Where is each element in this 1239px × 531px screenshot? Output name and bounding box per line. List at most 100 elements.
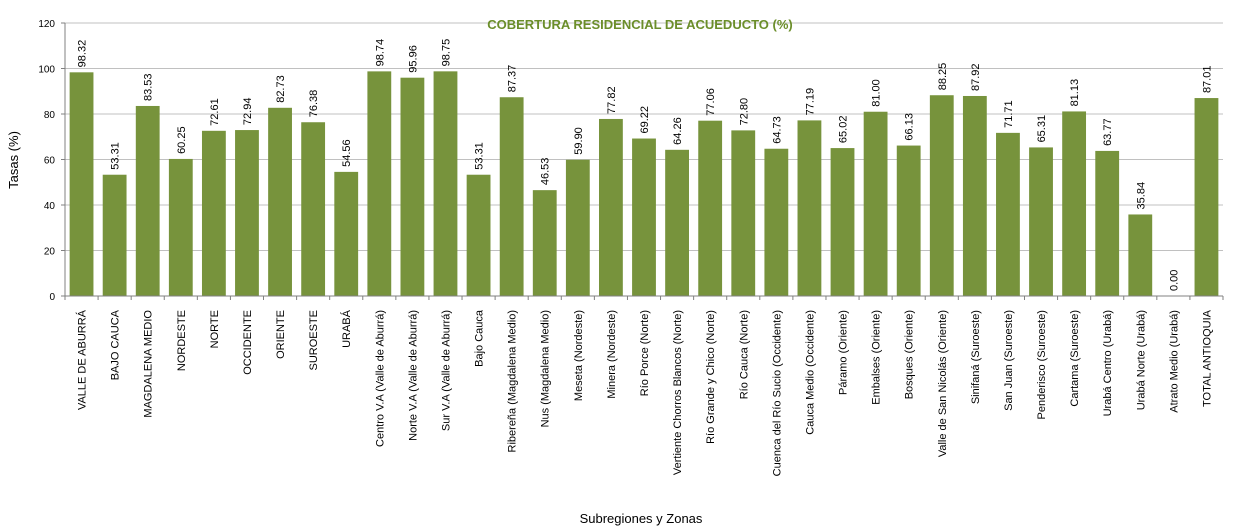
category-label: Nus (Magdalena Medio): [540, 310, 552, 427]
value-label: 82.73: [275, 75, 287, 103]
y-tick-label: 120: [38, 19, 55, 30]
category-label: Cartama (Suroeste): [1069, 310, 1081, 407]
bar: [996, 132, 1020, 296]
value-label: 65.02: [838, 116, 850, 144]
category-label: BAJO CAUCA: [110, 309, 122, 380]
value-label: 72.94: [242, 98, 254, 126]
category-label: Minera (Nordeste): [606, 310, 618, 399]
category-label: OCCIDENTE: [242, 310, 254, 375]
bar: [863, 111, 888, 296]
bar: [797, 120, 822, 296]
category-label: Centro V.A (Valle de Aburrá): [374, 310, 386, 447]
category-label: Río Grande y Chico (Norte): [705, 310, 717, 444]
category-label: Sur V.A (Valle de Aburrá): [440, 310, 452, 431]
value-label: 87.01: [1201, 66, 1213, 94]
category-label: Ribereña (Magdalena Medio): [507, 310, 519, 452]
value-label: 95.96: [407, 45, 419, 73]
bar: [168, 158, 193, 296]
category-label: Urabá Centro (Urabá): [1102, 310, 1114, 416]
bar: [896, 145, 921, 296]
category-label: Sinifaná (Suroeste): [970, 310, 982, 404]
bar: [1029, 147, 1053, 296]
bar: [599, 118, 623, 296]
value-label: 72.61: [209, 98, 221, 126]
value-label: 76.38: [308, 90, 320, 118]
bar: [1062, 111, 1087, 296]
value-label: 54.56: [341, 139, 353, 167]
y-tick-label: 100: [38, 65, 55, 76]
y-tick-label: 60: [44, 156, 56, 167]
value-label: 72.80: [738, 98, 750, 126]
bar: [532, 190, 557, 296]
bars: [69, 71, 1219, 297]
value-label: 98.32: [77, 40, 89, 68]
axes: [61, 22, 1224, 300]
bar: [499, 97, 524, 297]
category-label: VALLE DE ABURRÁ: [76, 309, 89, 410]
value-label: 0.00: [1168, 270, 1180, 291]
bar: [235, 130, 259, 296]
category-label: MAGDALENA MEDIO: [143, 310, 155, 418]
value-label: 65.31: [1036, 115, 1048, 143]
category-label: Valle de San Nicolás (Oriente): [937, 310, 949, 457]
bar: [135, 105, 160, 296]
category-label: Bajo Cauca: [474, 309, 486, 367]
value-label: 98.74: [374, 39, 386, 67]
y-tick-labels: 0 20 40 60 80 100 120: [38, 19, 55, 303]
bar: [367, 71, 392, 296]
value-labels: 98.32 53.31 83.53 60.25 72.61 72.94 82.73 76.38…: [77, 39, 1214, 291]
x-axis-title: Subregiones y Zonas: [580, 511, 703, 526]
y-tick-label: 80: [44, 110, 56, 121]
category-label: ORIENTE: [275, 310, 287, 359]
y-tick-label: 40: [44, 201, 56, 212]
bar: [929, 95, 954, 296]
bar: [466, 174, 491, 296]
value-label: 77.82: [606, 86, 618, 114]
value-label: 66.13: [904, 113, 916, 141]
value-label: 60.25: [176, 126, 188, 154]
category-label: Urabá Norte (Urabá): [1135, 310, 1147, 410]
category-label: TOTAL ANTIOQUIA: [1201, 309, 1213, 407]
value-label: 87.92: [970, 63, 982, 91]
value-label: 83.53: [143, 73, 155, 101]
category-label: Norte V.A (Valle de Aburrá): [407, 310, 419, 441]
value-label: 77.19: [804, 88, 816, 116]
value-label: 88.25: [937, 63, 949, 91]
bar: [400, 77, 425, 296]
category-label: Cuenca del Río Sucio (Occidente): [771, 310, 783, 476]
bar: [301, 122, 326, 296]
category-label: NORDESTE: [176, 310, 188, 371]
chart-title: COBERTURA RESIDENCIAL DE ACUEDUCTO (%): [487, 17, 793, 32]
bar: [1128, 214, 1153, 296]
category-label: NORTE: [209, 310, 221, 348]
value-label: 53.31: [474, 142, 486, 170]
y-axis-title: Tasas (%): [6, 131, 21, 189]
category-label: Vertiente Chorros Blancos (Norte): [672, 310, 684, 475]
value-label: 69.22: [639, 106, 651, 134]
category-label: San Juan (Suroeste): [1003, 310, 1015, 411]
value-label: 53.31: [110, 142, 122, 170]
value-label: 64.26: [672, 117, 684, 145]
value-label: 35.84: [1135, 182, 1147, 210]
bar: [1194, 98, 1219, 296]
bar: [268, 107, 292, 297]
category-label: SUROESTE: [308, 310, 320, 371]
y-tick-label: 0: [49, 292, 55, 303]
bar: [1095, 150, 1120, 296]
bar: [632, 138, 656, 296]
bar: [334, 171, 359, 296]
bar: [565, 159, 590, 296]
category-label: Atrato Medio (Urabá): [1168, 310, 1180, 413]
bar: [731, 130, 756, 296]
bar: [698, 120, 723, 296]
value-label: 71.71: [1003, 100, 1015, 128]
value-label: 46.53: [540, 158, 552, 186]
category-label: Río Cauca (Norte): [738, 310, 750, 399]
bar: [962, 95, 987, 297]
y-tick-label: 20: [44, 247, 56, 258]
bar: [433, 71, 458, 296]
category-label: Cauca Medio (Occidente): [804, 310, 816, 435]
bar: [69, 72, 94, 297]
value-label: 77.06: [705, 88, 717, 116]
